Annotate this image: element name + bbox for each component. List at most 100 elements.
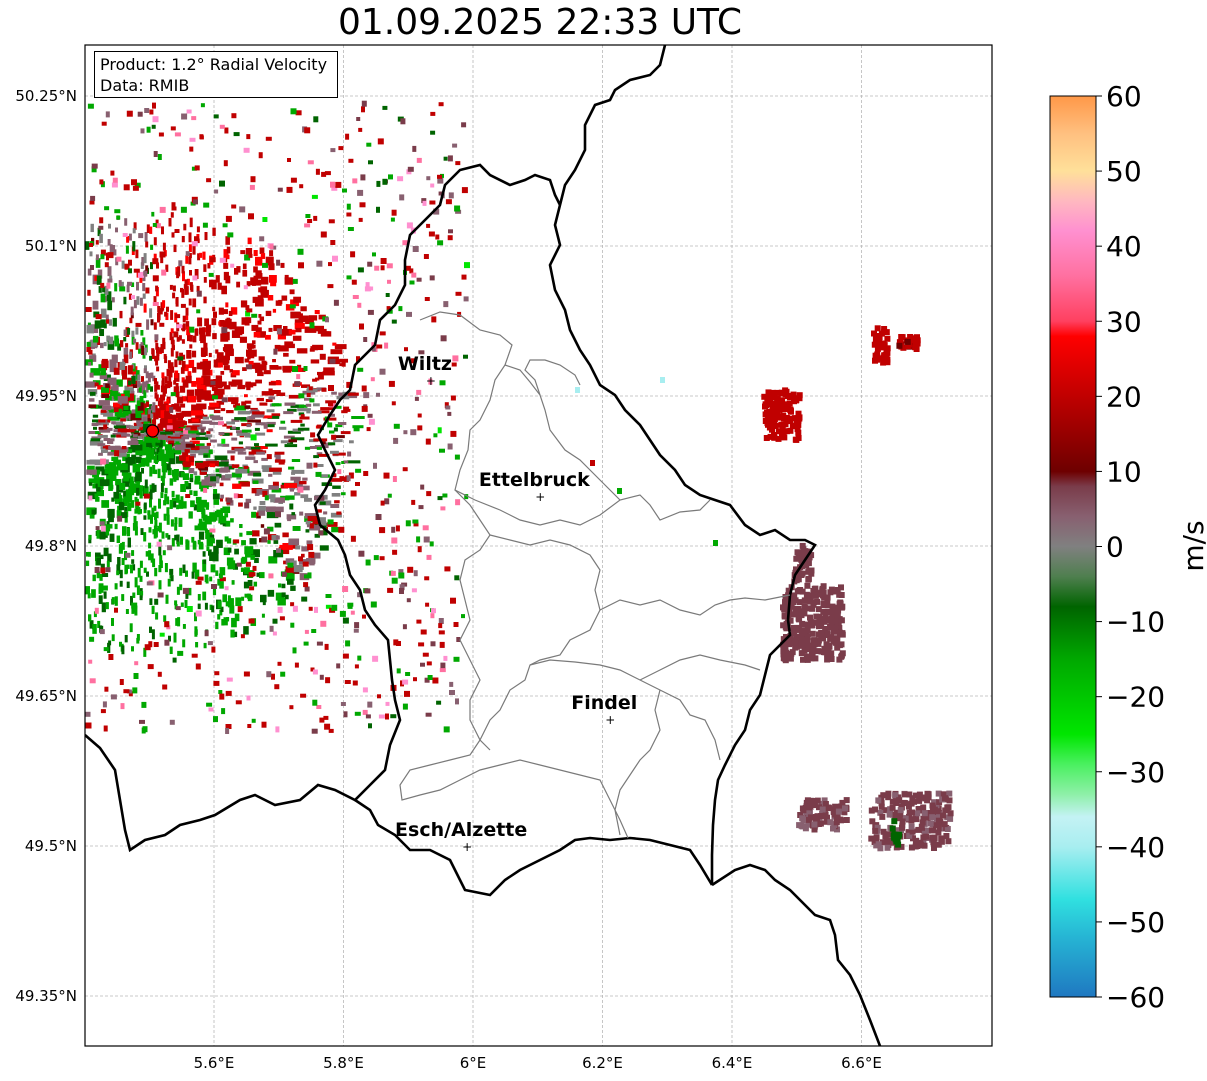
echo-cell [920, 827, 927, 834]
echo-cell [897, 339, 904, 346]
echo-cell [99, 629, 105, 635]
echo-cell [101, 585, 108, 591]
echo-cell [258, 287, 263, 293]
echo-cell [159, 347, 163, 353]
echo-cell [215, 468, 222, 473]
echo-cell [290, 437, 305, 441]
echo-cell [169, 646, 173, 655]
echo-cell [237, 494, 243, 498]
echo-cell [152, 558, 156, 568]
echo-cell [804, 582, 811, 589]
echo-cell [330, 512, 342, 518]
echo-cell [252, 480, 259, 484]
echo-cell [100, 625, 104, 633]
echo-cell [412, 145, 417, 152]
echo-cell [228, 310, 233, 317]
echo-cell [877, 809, 884, 816]
echo-cell [131, 602, 138, 609]
echo-cell [793, 606, 800, 612]
echo-cell [277, 345, 289, 352]
echo-cell [447, 155, 453, 162]
echo-cell [159, 632, 165, 637]
echo-cell [183, 430, 189, 435]
echo-cell [291, 471, 296, 475]
echo-cell [105, 314, 109, 320]
echo-cell [99, 217, 104, 224]
echo-cell [240, 634, 245, 639]
echo-cell [152, 116, 159, 123]
echo-cell [912, 792, 919, 799]
echo-cell [617, 488, 622, 494]
echo-cell [180, 206, 187, 213]
echo-cell [155, 287, 159, 297]
echo-cell [288, 542, 298, 549]
echo-cell [783, 603, 790, 610]
echo-cell [792, 637, 799, 644]
echo-cell [209, 279, 213, 288]
echo-cell [300, 494, 309, 499]
echo-cell [780, 604, 786, 611]
echo-cell [184, 364, 189, 372]
echo-cell [315, 471, 322, 477]
echo-cell [160, 410, 165, 419]
echo-cell [292, 366, 298, 372]
echo-cell [107, 266, 112, 277]
echo-cell [97, 434, 108, 438]
echo-cell [225, 348, 234, 357]
echo-cell [188, 298, 192, 306]
echo-cell [269, 250, 274, 257]
echo-cell [231, 617, 237, 628]
echo-cell [89, 200, 95, 205]
echo-cell [211, 584, 217, 589]
lon-tick-label: 6°E [460, 1054, 487, 1072]
echo-cell [410, 429, 417, 436]
echo-cell [136, 420, 141, 424]
echo-cell [182, 461, 188, 466]
echo-cell [438, 623, 443, 629]
echo-cell [253, 506, 257, 510]
echo-cell [148, 542, 152, 549]
echo-cell [297, 486, 304, 493]
echo-cell [223, 344, 234, 353]
echo-cell [139, 488, 143, 499]
echo-cell [392, 549, 398, 555]
echo-cell [333, 427, 338, 432]
echo-cell [397, 176, 404, 182]
echo-cell [463, 296, 469, 302]
echo-cell [111, 297, 115, 303]
lon-tick-label: 5.6°E [194, 1054, 235, 1072]
echo-cell [141, 376, 144, 383]
echo-cell [298, 404, 308, 408]
echo-cell [272, 359, 276, 363]
echo-cell [139, 297, 143, 306]
echo-cell [309, 348, 315, 352]
echo-cell [214, 409, 221, 414]
echo-cell [159, 555, 163, 565]
echo-cell [402, 703, 408, 710]
echo-cell [236, 430, 248, 434]
echo-cell [113, 367, 120, 375]
echo-cell [136, 296, 140, 305]
echo-cell [209, 421, 219, 425]
echo-cell [124, 263, 130, 270]
echo-cell [370, 601, 377, 608]
echo-cell [89, 440, 104, 444]
echo-cell [224, 586, 229, 591]
echo-cell [123, 390, 130, 398]
echo-cell [222, 594, 228, 603]
echo-cell [117, 557, 121, 566]
echo-cell [184, 481, 189, 487]
echo-cell [140, 128, 145, 134]
echo-cell [188, 587, 192, 596]
echo-cell [154, 384, 158, 392]
echo-cell [277, 334, 286, 340]
echo-cell [196, 362, 203, 370]
echo-cell [96, 489, 104, 497]
echo-cell [336, 511, 342, 515]
echo-cell [90, 438, 101, 442]
echo-cell [268, 381, 276, 386]
echo-cell [189, 434, 200, 438]
echo-cell [147, 664, 154, 670]
echo-cell [97, 443, 106, 447]
echo-cell [192, 562, 197, 573]
